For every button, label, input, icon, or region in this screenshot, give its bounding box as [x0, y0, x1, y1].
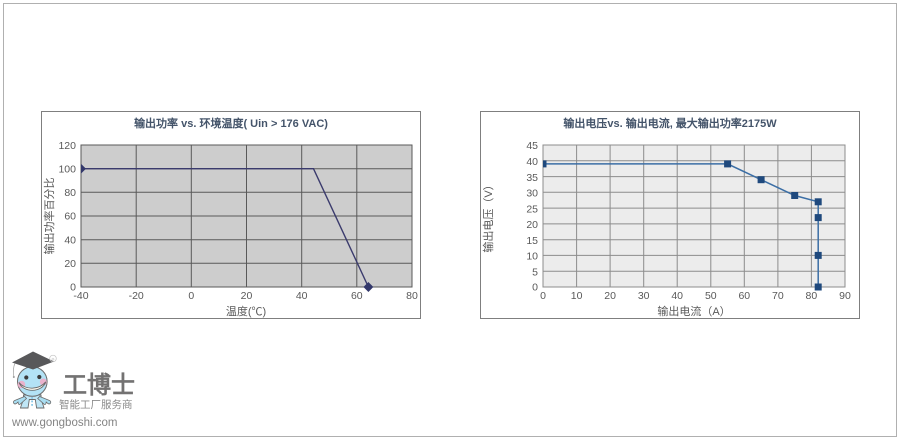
svg-text:20: 20: [241, 290, 253, 302]
svg-text:80: 80: [64, 187, 76, 199]
svg-text:0: 0: [540, 290, 546, 302]
svg-text:120: 120: [58, 140, 76, 152]
svg-text:温度(℃): 温度(℃): [226, 304, 266, 318]
svg-text:30: 30: [526, 188, 538, 200]
svg-text:40: 40: [526, 156, 538, 168]
svg-text:输出电流（A）: 输出电流（A）: [657, 304, 730, 318]
svg-text:5: 5: [532, 266, 538, 278]
svg-text:www.gongboshi.com: www.gongboshi.com: [11, 417, 117, 429]
svg-text:20: 20: [64, 258, 76, 270]
svg-text:输出功率百分比: 输出功率百分比: [42, 178, 56, 255]
svg-text:20: 20: [526, 219, 538, 231]
svg-text:60: 60: [64, 211, 76, 223]
svg-text:40: 40: [671, 290, 683, 302]
svg-text:0: 0: [532, 282, 538, 294]
svg-text:100: 100: [58, 164, 76, 176]
svg-text:25: 25: [526, 203, 538, 215]
svg-text:35: 35: [526, 172, 538, 184]
svg-text:工博士: 工博士: [63, 372, 135, 399]
svg-text:50: 50: [705, 290, 717, 302]
svg-text:30: 30: [638, 290, 650, 302]
svg-text:70: 70: [772, 290, 784, 302]
svg-text:45: 45: [526, 140, 538, 152]
svg-text:90: 90: [839, 290, 851, 302]
svg-text:智能工厂服务商: 智能工厂服务商: [59, 398, 133, 411]
svg-text:60: 60: [351, 290, 363, 302]
svg-text:-20: -20: [129, 290, 144, 302]
svg-text:0: 0: [188, 290, 194, 302]
svg-text:⊗: ⊗: [51, 356, 55, 361]
svg-text:80: 80: [406, 290, 418, 302]
svg-text:40: 40: [64, 234, 76, 246]
svg-text:10: 10: [526, 251, 538, 263]
svg-text:40: 40: [296, 290, 308, 302]
svg-text:输出电压（V）: 输出电压（V）: [481, 179, 495, 252]
svg-text:-40: -40: [73, 290, 88, 302]
svg-text:15: 15: [526, 235, 538, 247]
svg-text:10: 10: [571, 290, 583, 302]
svg-text:60: 60: [738, 290, 750, 302]
svg-text:80: 80: [806, 290, 818, 302]
svg-text:20: 20: [604, 290, 616, 302]
